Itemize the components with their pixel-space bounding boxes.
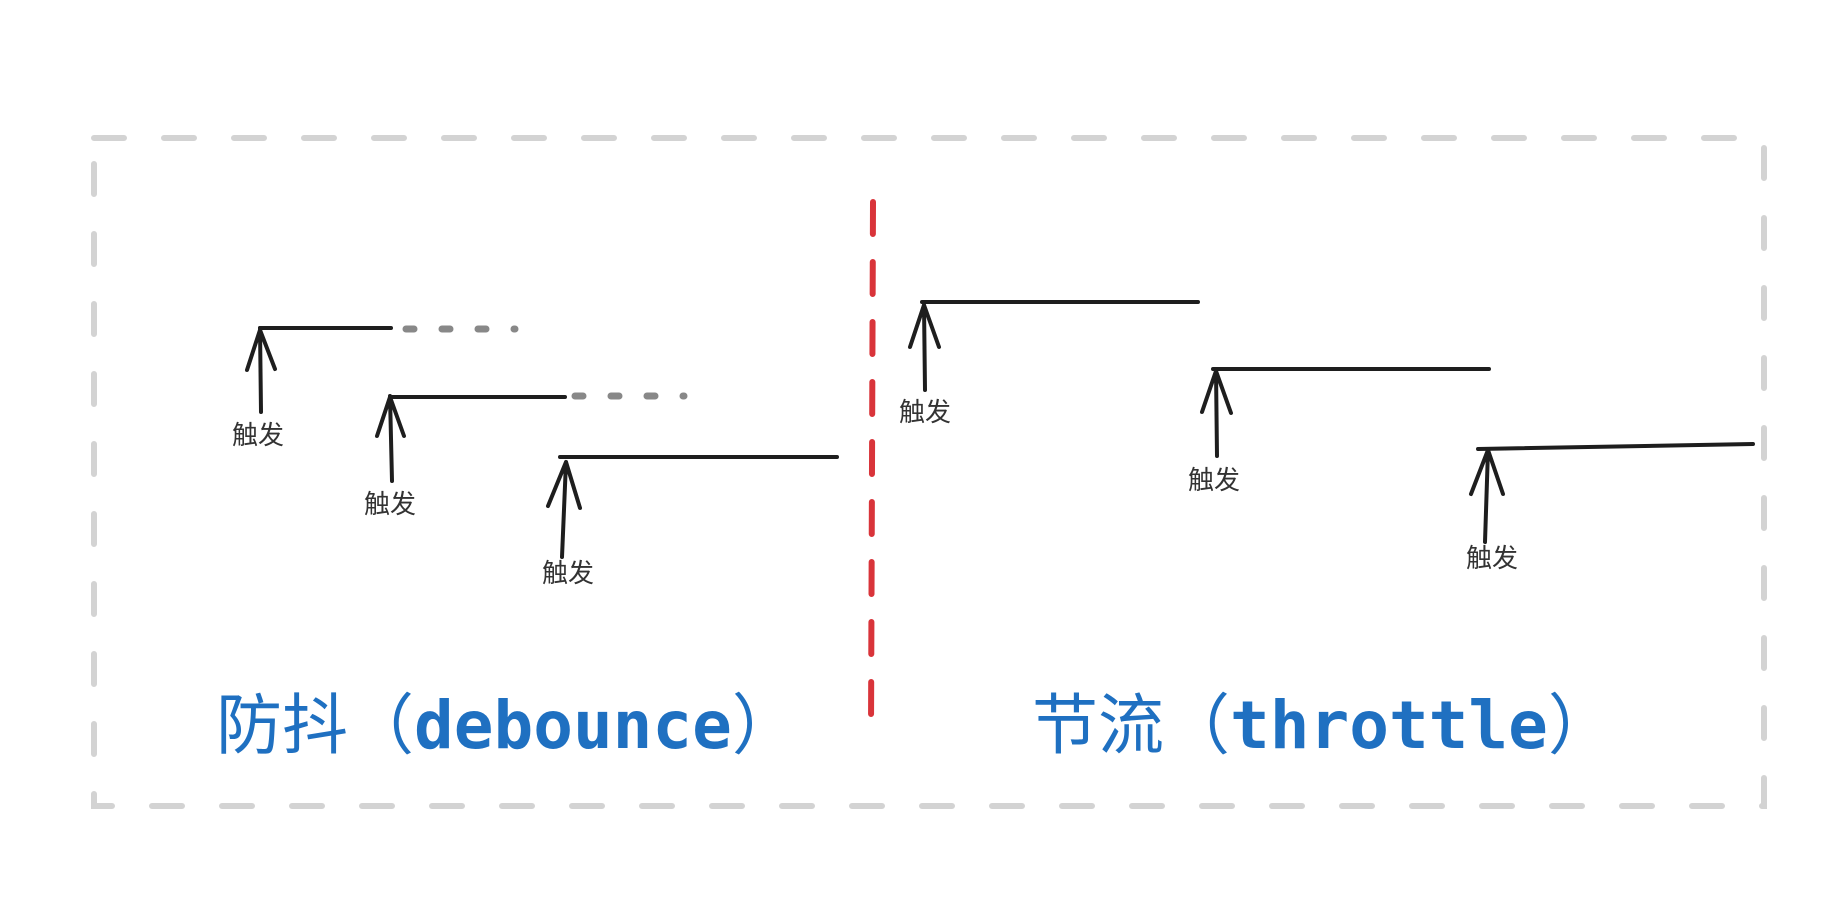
debounce-trigger-1: 触发 xyxy=(232,325,519,451)
throttle-paren-close: ） xyxy=(1548,687,1614,764)
throttle-panel: 触发 触发 触发 节流（throttle） xyxy=(899,300,1755,764)
debounce-trigger-2: 触发 xyxy=(364,392,688,520)
divider-line xyxy=(868,199,876,733)
trigger-label: 触发 xyxy=(232,421,284,451)
trigger-label: 触发 xyxy=(899,398,951,428)
throttle-trigger-2: 触发 xyxy=(1188,367,1491,496)
debounce-title: 防抖（debounce） xyxy=(216,687,798,764)
debounce-paren-open: （ xyxy=(348,687,414,764)
trigger-arrow xyxy=(546,460,582,559)
debounce-trigger-3: 触发 xyxy=(542,455,839,589)
debounce-title-en: debounce xyxy=(414,687,732,764)
debounce-paren-close: ） xyxy=(732,687,798,764)
trigger-arrow xyxy=(375,394,406,483)
throttle-window-line xyxy=(1476,442,1755,451)
throttle-paren-open: （ xyxy=(1164,687,1230,764)
debounce-panel: 触发 触发 触发 防抖（debounce） xyxy=(216,325,839,764)
throttle-trigger-3: 触发 xyxy=(1466,442,1755,574)
trigger-arrow xyxy=(1469,448,1505,544)
throttle-title-en: throttle xyxy=(1230,687,1548,764)
trigger-label: 触发 xyxy=(1466,544,1518,574)
throttle-title-cn: 节流 xyxy=(1032,687,1164,764)
trigger-arrow xyxy=(1200,369,1233,458)
trigger-label: 触发 xyxy=(542,559,594,589)
trigger-label: 触发 xyxy=(364,490,416,520)
trigger-label: 触发 xyxy=(1188,466,1240,496)
throttle-title: 节流（throttle） xyxy=(1032,687,1614,764)
outer-dashed-frame xyxy=(91,135,1767,809)
throttle-trigger-1: 触发 xyxy=(899,300,1200,428)
debounce-title-cn: 防抖 xyxy=(216,687,348,764)
trigger-arrow xyxy=(245,326,277,414)
trigger-arrow xyxy=(908,303,941,392)
